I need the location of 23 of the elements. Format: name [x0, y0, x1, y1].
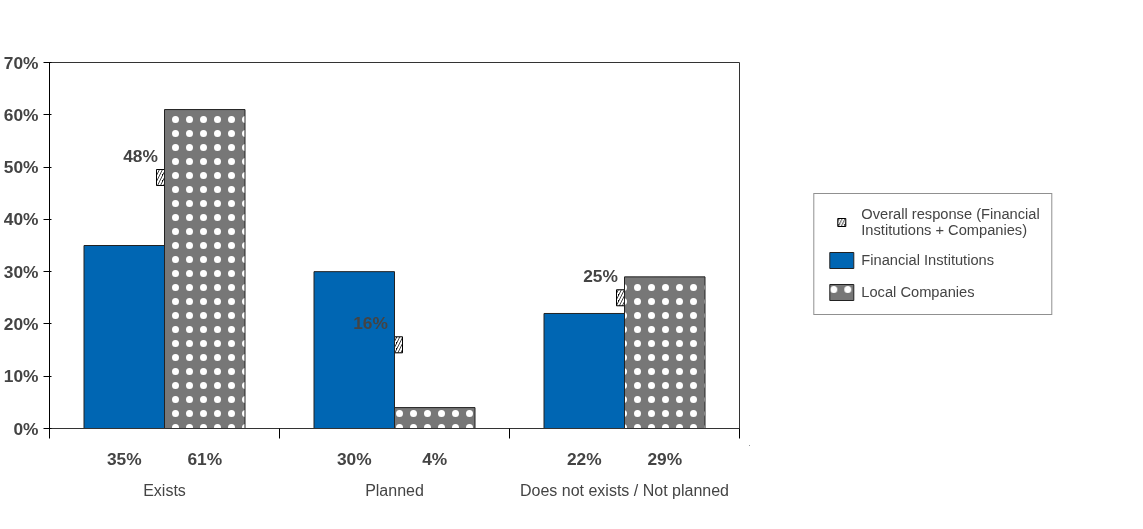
data-label: 61%: [187, 448, 223, 469]
legend-label: Financial Institutions: [861, 251, 995, 268]
legend-label: Overall response (Financial Institutions + Companies): [861, 205, 1040, 238]
data-label: 16%: [353, 312, 388, 333]
x-tick-label: Planned: [365, 481, 424, 499]
data-label: 22%: [566, 448, 602, 469]
data-label: 25%: [583, 265, 618, 286]
data-label: 29%: [647, 448, 683, 469]
y-tick-label: 70%: [3, 52, 39, 73]
y-tick-label: 0%: [13, 418, 39, 439]
data-label: 30%: [336, 448, 372, 469]
y-tick-label: 10%: [3, 366, 39, 387]
y-tick-label: 20%: [3, 313, 39, 334]
legend-label: Local Companies: [861, 283, 975, 300]
y-tick-label: 60%: [3, 104, 39, 125]
data-label: 4%: [422, 448, 448, 469]
y-tick-label: 30%: [3, 261, 39, 282]
x-tick-label: Does not exists / Not planned: [520, 481, 730, 499]
data-label: 48%: [123, 145, 158, 166]
y-tick-label: 40%: [3, 209, 39, 230]
y-tick-label: 50%: [3, 157, 39, 178]
x-tick-label: Exists: [143, 481, 186, 499]
data-label: 35%: [106, 448, 142, 469]
